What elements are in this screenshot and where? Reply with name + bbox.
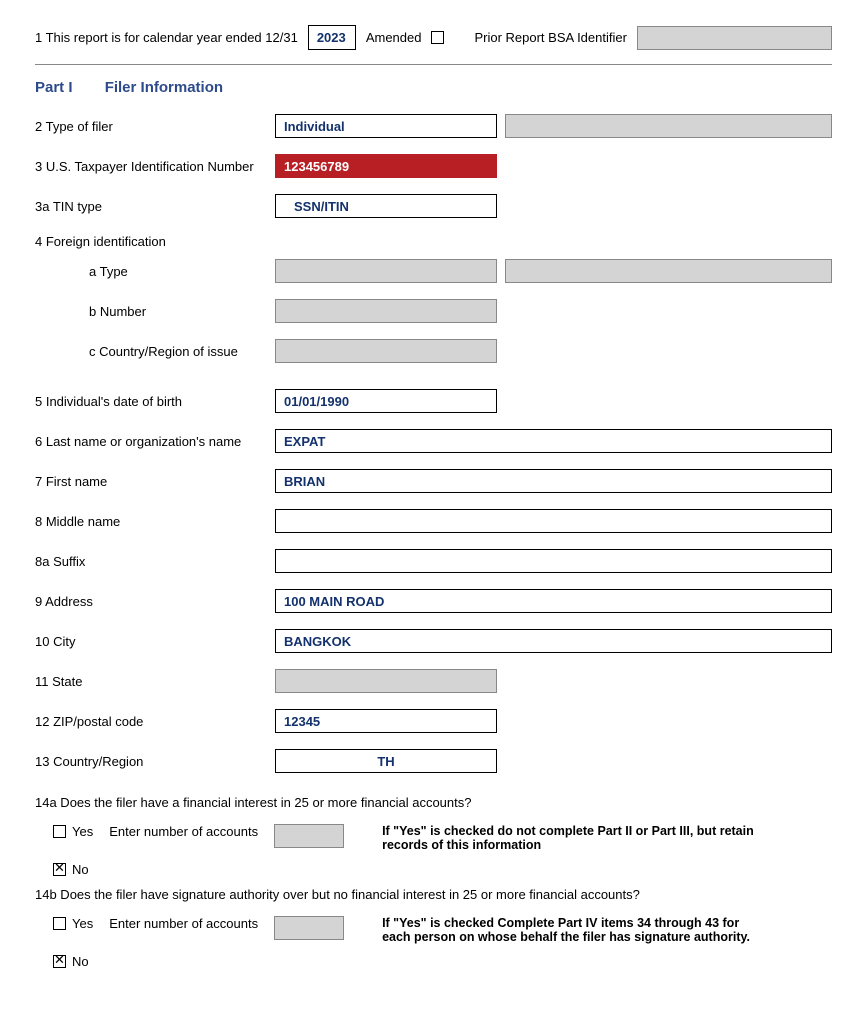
q14b-enter-label: Enter number of accounts bbox=[109, 916, 258, 931]
type-of-filer-select[interactable]: Individual bbox=[275, 114, 497, 138]
fi-b-input bbox=[275, 299, 497, 323]
part1-heading: Part I Filer Information bbox=[35, 79, 832, 96]
country-input[interactable]: TH bbox=[275, 749, 497, 773]
fi-c-label: c Country/Region of issue bbox=[35, 344, 275, 359]
q14a-note: If "Yes" is checked do not complete Part… bbox=[382, 824, 762, 852]
suffix-label: 8a Suffix bbox=[35, 554, 275, 569]
q14b-block: 14b Does the filer have signature author… bbox=[35, 887, 832, 969]
fi-c-input bbox=[275, 339, 497, 363]
city-label: 10 City bbox=[35, 634, 275, 649]
foreign-id-label: 4 Foreign identification bbox=[35, 234, 275, 249]
dob-input[interactable]: 01/01/1990 bbox=[275, 389, 497, 413]
address-input[interactable]: 100 MAIN ROAD bbox=[275, 589, 832, 613]
part1-num: Part I bbox=[35, 79, 73, 96]
tin-input[interactable]: 123456789 bbox=[275, 154, 497, 178]
q14b-yes-checkbox[interactable] bbox=[53, 917, 66, 930]
q14b-count-input bbox=[274, 916, 344, 940]
city-input[interactable]: BANGKOK bbox=[275, 629, 832, 653]
q14b-question: 14b Does the filer have signature author… bbox=[35, 887, 832, 902]
tin-label: 3 U.S. Taxpayer Identification Number bbox=[35, 159, 275, 174]
last-name-label: 6 Last name or organization's name bbox=[35, 434, 275, 449]
fi-a-label: a Type bbox=[35, 264, 275, 279]
prior-report-input bbox=[637, 26, 832, 50]
type-of-filer-other-input bbox=[505, 114, 832, 138]
prior-report-label: Prior Report BSA Identifier bbox=[474, 30, 626, 45]
q14a-yes-label: Yes bbox=[72, 824, 93, 839]
part1-title: Filer Information bbox=[105, 79, 223, 96]
suffix-input[interactable] bbox=[275, 549, 832, 573]
header-row: 1 This report is for calendar year ended… bbox=[35, 25, 832, 50]
amended-checkbox[interactable] bbox=[431, 31, 444, 44]
first-name-input[interactable]: BRIAN bbox=[275, 469, 832, 493]
fi-b-label: b Number bbox=[35, 304, 275, 319]
q14a-enter-label: Enter number of accounts bbox=[109, 824, 258, 839]
q14a-block: 14a Does the filer have a financial inte… bbox=[35, 795, 832, 877]
country-label: 13 Country/Region bbox=[35, 754, 275, 769]
q14b-no-label: No bbox=[72, 954, 89, 969]
address-label: 9 Address bbox=[35, 594, 275, 609]
tin-type-select[interactable]: SSN/ITIN bbox=[275, 194, 497, 218]
fi-a-other-input bbox=[505, 259, 832, 283]
q14a-yes-checkbox[interactable] bbox=[53, 825, 66, 838]
q14b-no-checkbox[interactable] bbox=[53, 955, 66, 968]
q14a-no-checkbox[interactable] bbox=[53, 863, 66, 876]
middle-name-label: 8 Middle name bbox=[35, 514, 275, 529]
last-name-input[interactable]: EXPAT bbox=[275, 429, 832, 453]
state-input bbox=[275, 669, 497, 693]
tin-type-label: 3a TIN type bbox=[35, 199, 275, 214]
amended-label: Amended bbox=[366, 30, 422, 45]
fi-a-input bbox=[275, 259, 497, 283]
zip-input[interactable]: 12345 bbox=[275, 709, 497, 733]
zip-label: 12 ZIP/postal code bbox=[35, 714, 275, 729]
q14b-yes-label: Yes bbox=[72, 916, 93, 931]
calendar-year-input[interactable]: 2023 bbox=[308, 25, 356, 50]
state-label: 11 State bbox=[35, 674, 275, 689]
q14a-question: 14a Does the filer have a financial inte… bbox=[35, 795, 832, 810]
q14b-note: If "Yes" is checked Complete Part IV ite… bbox=[382, 916, 762, 944]
middle-name-input[interactable] bbox=[275, 509, 832, 533]
q14a-count-input bbox=[274, 824, 344, 848]
first-name-label: 7 First name bbox=[35, 474, 275, 489]
dob-label: 5 Individual's date of birth bbox=[35, 394, 275, 409]
q14a-no-label: No bbox=[72, 862, 89, 877]
type-of-filer-label: 2 Type of filer bbox=[35, 119, 275, 134]
q1-label: 1 This report is for calendar year ended… bbox=[35, 30, 298, 45]
divider bbox=[35, 64, 832, 65]
